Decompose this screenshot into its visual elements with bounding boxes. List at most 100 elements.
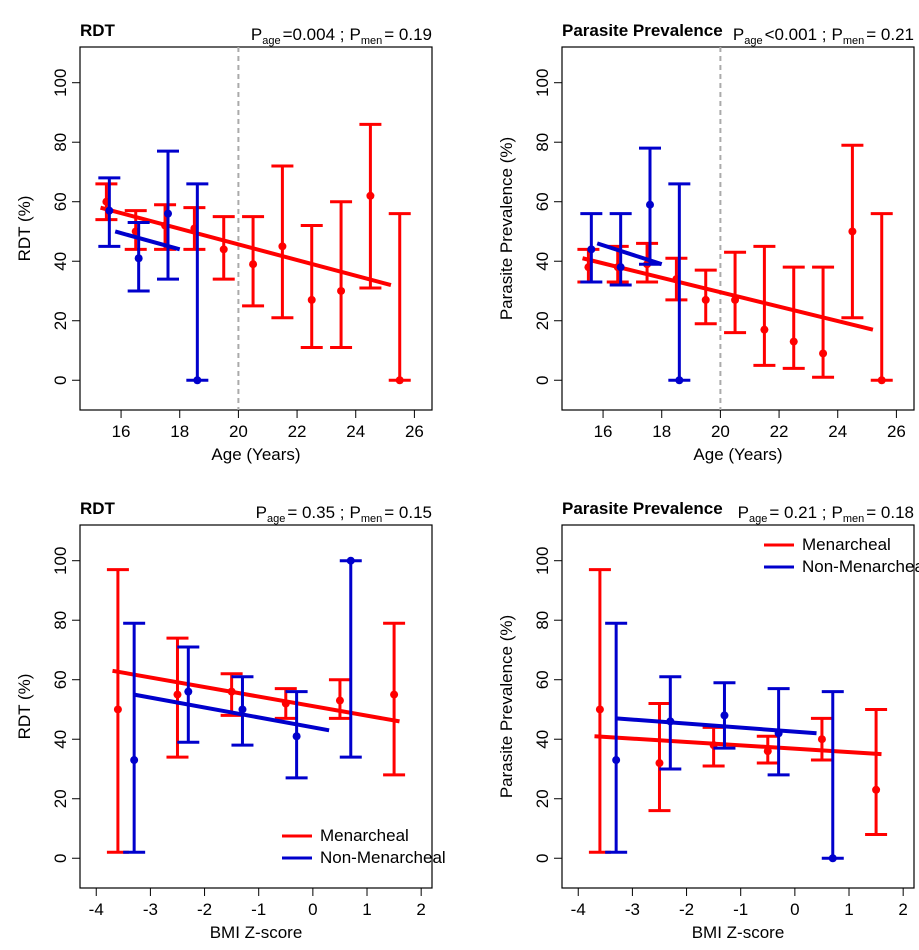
p-text: =0.004 ; (283, 25, 345, 44)
y-tick-label: 60 (51, 670, 70, 689)
error-bar (330, 200, 353, 350)
y-axis-label: Parasite Prevalence (%) (497, 615, 516, 798)
x-tick-label: -4 (89, 900, 104, 919)
x-tick-label: -3 (625, 900, 640, 919)
p-subscript: men (361, 35, 382, 47)
x-tick-label: 26 (887, 422, 906, 441)
x-tick-label: 1 (844, 900, 853, 919)
y-tick-label: 20 (533, 311, 552, 330)
point (366, 191, 375, 200)
x-tick-label: -1 (251, 900, 266, 919)
y-tick-label: 40 (533, 252, 552, 271)
y-tick-label: 0 (51, 854, 70, 863)
point (278, 242, 287, 251)
fit-line (114, 229, 181, 252)
error-bar (753, 244, 776, 367)
fit-line (100, 205, 392, 287)
legend-label: Menarcheal (320, 826, 409, 845)
x-axis-label: Age (Years) (211, 445, 300, 464)
y-tick-label: 100 (51, 547, 70, 575)
y-axis-label: Parasite Prevalence (%) (497, 137, 516, 320)
y-tick-label: 60 (533, 192, 552, 211)
point (595, 705, 604, 714)
y-tick-label: 100 (51, 69, 70, 97)
point (675, 376, 684, 385)
p-subscript: men (843, 35, 864, 47)
panel-title: Parasite Prevalence (562, 499, 723, 518)
point (292, 732, 301, 741)
p-text: = 0.15 (384, 503, 432, 522)
x-tick-label: 1 (362, 900, 371, 919)
y-tick-label: 20 (533, 789, 552, 808)
point (113, 705, 122, 714)
y-tick-label: 100 (533, 547, 552, 575)
p-text: = 0.19 (384, 25, 432, 44)
point (105, 206, 114, 215)
panel-title: RDT (80, 21, 116, 40)
x-tick-label: 0 (308, 900, 317, 919)
p-subscript: age (262, 35, 280, 47)
p-value-annotation: Page =0.004 ; Pmen = 0.19 (251, 25, 432, 47)
fit-line (616, 716, 817, 736)
point (819, 349, 828, 358)
error-bar (339, 559, 362, 759)
fit-line (112, 668, 400, 724)
p-symbol: P (738, 503, 749, 522)
fit-line (596, 241, 663, 267)
panel: RDT Page = 0.35 ; Pmen = 0.15-4 -3 -2 -1 0 1 20204… (15, 499, 446, 942)
point (701, 295, 710, 304)
point (616, 263, 625, 272)
x-tick-label: -2 (197, 900, 212, 919)
p-text: = 0.35 ; (287, 503, 344, 522)
x-tick-label: 20 (711, 422, 730, 441)
legend-label: Non-Menarcheal (802, 557, 919, 576)
y-tick-label: 0 (51, 376, 70, 385)
point (164, 209, 172, 218)
point (238, 705, 247, 714)
x-tick-label: 24 (346, 422, 365, 441)
point (760, 325, 769, 334)
point (848, 227, 857, 236)
p-symbol: P (832, 25, 843, 44)
error-bar (821, 690, 844, 860)
panel: Parasite Prevalence Page = 0.21 ; Pmen = 0.1… (497, 499, 919, 942)
p-symbol: P (256, 503, 267, 522)
x-tick-label: 26 (405, 422, 424, 441)
y-tick-label: 60 (51, 192, 70, 211)
fit-line (594, 734, 882, 757)
panel-title: Parasite Prevalence (562, 21, 723, 40)
error-bar (300, 224, 323, 350)
y-tick-label: 40 (533, 730, 552, 749)
point (828, 854, 837, 863)
legend-label: Menarcheal (802, 535, 891, 554)
y-tick-label: 0 (533, 854, 552, 863)
point (646, 200, 654, 209)
panel: Parasite Prevalence Page <0.001 ; Pmen = 0.2… (497, 21, 915, 464)
p-symbol: P (251, 25, 262, 44)
p-subscript: age (267, 513, 285, 525)
x-tick-label: -1 (733, 900, 748, 919)
point (134, 254, 143, 263)
point (877, 376, 886, 385)
y-tick-label: 80 (51, 611, 70, 630)
plot-box (561, 46, 915, 411)
x-tick-label: 18 (170, 422, 189, 441)
x-tick-label: 16 (112, 422, 131, 441)
p-subscript: age (749, 513, 767, 525)
point (249, 260, 258, 269)
error-bar (870, 212, 893, 382)
error-bar (388, 212, 411, 382)
y-tick-label: 0 (533, 376, 552, 385)
x-tick-label: -4 (571, 900, 586, 919)
y-tick-label: 20 (51, 311, 70, 330)
p-symbol: P (832, 503, 843, 522)
error-bar (724, 250, 747, 335)
p-subscript: men (361, 513, 382, 525)
p-text: = 0.21 ; (769, 503, 826, 522)
fit-line (582, 256, 874, 332)
x-tick-label: 22 (288, 422, 307, 441)
error-bar (812, 265, 835, 379)
p-value-annotation: Page = 0.21 ; Pmen = 0.18 (738, 503, 914, 525)
point (872, 785, 881, 794)
